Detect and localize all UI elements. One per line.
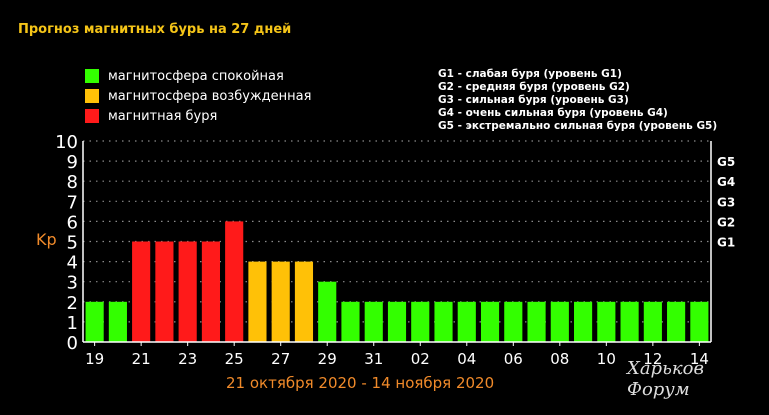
g-level-label: G5 (717, 155, 735, 169)
kp-bar (318, 281, 337, 342)
kp-bar (527, 301, 546, 342)
kp-bar (480, 301, 500, 342)
kp-bar (85, 301, 104, 342)
legend-item-calm: магнитосфера спокойная (84, 66, 311, 86)
kp-bar (387, 301, 407, 342)
y-tick-label: 6 (67, 212, 78, 233)
x-tick-label: 29 (318, 350, 337, 368)
legend-swatch-excited (84, 88, 100, 104)
g-legend-g4: G4 - очень сильная буря (уровень G4) (438, 107, 668, 119)
kp-bar (504, 301, 523, 342)
legend-swatch-calm (84, 68, 100, 84)
color-legend: магнитосфера спокойная магнитосфера возб… (84, 66, 311, 126)
x-tick-label: 23 (178, 350, 197, 368)
g-level-label: G4 (717, 175, 735, 189)
kp-bar (155, 241, 174, 342)
y-tick-label: 4 (67, 253, 78, 274)
x-tick-label: 19 (85, 350, 104, 368)
kp-bar (132, 241, 151, 342)
g-level-label: G1 (717, 236, 735, 250)
x-tick-label: 04 (457, 350, 476, 368)
kp-bar (294, 261, 314, 342)
legend-item-storm: магнитная буря (84, 106, 311, 126)
y-tick-label: 7 (67, 192, 78, 213)
kp-bar (201, 241, 220, 342)
y-tick-label: 3 (67, 273, 78, 294)
x-tick-label: 12 (643, 350, 662, 368)
x-tick-label: 10 (597, 350, 616, 368)
kp-bar (248, 261, 267, 342)
y-tick-label: 9 (67, 152, 78, 173)
g-legend-g2: G2 - средняя буря (уровень G2) (438, 81, 630, 93)
legend-label-excited: магнитосфера возбужденная (108, 88, 312, 104)
legend-label-calm: магнитосфера спокойная (108, 68, 284, 84)
g-legend-g5: G5 - экстремально сильная буря (уровень … (438, 120, 718, 132)
g-level-label: G3 (717, 195, 735, 209)
g-legend-g3: G3 - сильная буря (уровень G3) (438, 94, 629, 106)
kp-bar (620, 301, 639, 342)
kp-bar (108, 301, 127, 342)
x-axis-date-range: 21 октября 2020 - 14 ноября 2020 (226, 374, 495, 392)
x-tick-label: 06 (504, 350, 523, 368)
legend-swatch-storm (84, 108, 100, 124)
kp-bar (225, 221, 244, 342)
x-tick-label: 27 (271, 350, 290, 368)
g-legend-g1: G1 - слабая буря (уровень G1) (438, 68, 622, 80)
kp-bar (574, 301, 593, 342)
y-tick-label: 8 (67, 172, 78, 193)
kp-bar (457, 301, 476, 342)
x-tick-label: 08 (550, 350, 569, 368)
x-tick-label: 31 (364, 350, 383, 368)
chart-title: Прогноз магнитных бурь на 27 дней (18, 22, 292, 37)
kp-bar (550, 301, 569, 342)
y-axis-label: Kp (36, 230, 57, 249)
legend-label-storm: магнитная буря (108, 108, 218, 124)
kp-bar (271, 261, 290, 342)
kp-bar (643, 301, 662, 342)
watermark: Харьков Форум (627, 358, 704, 400)
kp-bar (690, 301, 709, 342)
y-tick-label: 0 (67, 333, 78, 354)
kp-bar (178, 241, 197, 342)
kp-bar (434, 301, 453, 342)
g-level-label: G2 (717, 215, 735, 229)
y-tick-label: 5 (67, 233, 78, 254)
kp-bar (341, 301, 360, 342)
kp-bar (411, 301, 430, 342)
kp-bar (597, 301, 616, 342)
g-level-legend: G1 - слабая буря (уровень G1) G2 - средн… (438, 68, 717, 133)
legend-item-excited: магнитосфера возбужденная (84, 86, 311, 106)
y-tick-label: 1 (67, 313, 78, 334)
y-tick-label: 10 (55, 132, 78, 153)
x-tick-label: 02 (411, 350, 430, 368)
kp-bar (364, 301, 383, 342)
y-tick-label: 2 (67, 293, 78, 314)
x-tick-label: 21 (132, 350, 151, 368)
x-tick-label: 14 (690, 350, 709, 368)
x-tick-label: 25 (225, 350, 244, 368)
kp-bar (667, 301, 686, 342)
